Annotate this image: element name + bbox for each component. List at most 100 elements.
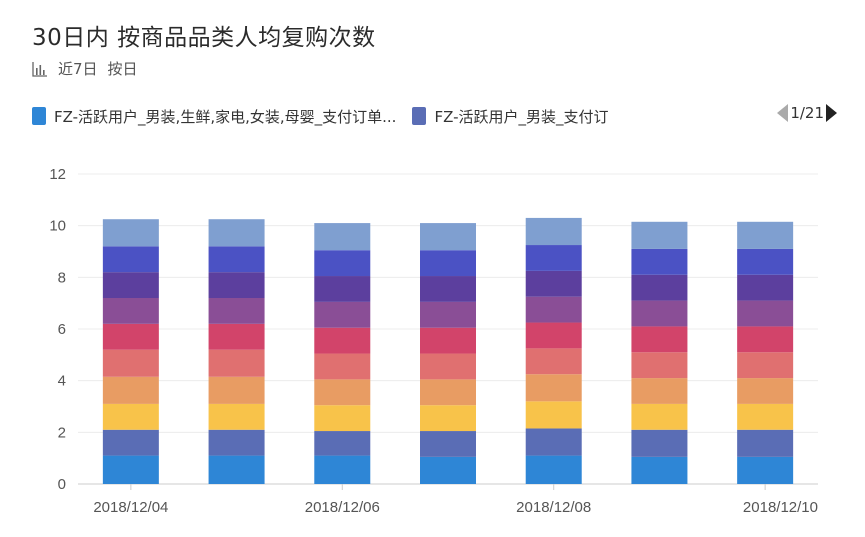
date-range-label[interactable]: 近7日	[58, 60, 98, 78]
bar-segment-2-2018/12/10[interactable]	[737, 403, 794, 430]
bar-segment-8-2018/12/05[interactable]	[208, 246, 265, 273]
bar-segment-3-2018/12/07[interactable]	[420, 379, 476, 406]
bar-segment-3-2018/12/06[interactable]	[314, 379, 371, 406]
bar-stack-2018/12/10[interactable]	[737, 221, 794, 484]
x-tick-label-2018/12/10: 2018/12/10	[743, 499, 818, 516]
legend-swatch-1	[412, 107, 427, 125]
y-tick-label-6: 6	[58, 321, 66, 338]
legend-swatch-0	[32, 107, 46, 125]
bar-segment-9-2018/12/08[interactable]	[525, 217, 582, 246]
bar-segment-4-2018/12/06[interactable]	[314, 353, 371, 380]
bar-segment-9-2018/12/04[interactable]	[102, 219, 159, 247]
bar-stack-2018/12/04[interactable]	[102, 219, 159, 484]
bar-segment-6-2018/12/04[interactable]	[102, 298, 159, 324]
bar-segment-5-2018/12/06[interactable]	[314, 327, 371, 354]
bar-segment-2-2018/12/07[interactable]	[420, 405, 476, 432]
y-axis: 0 2 4 6 8 10 12	[49, 166, 66, 493]
bar-segment-3-2018/12/04[interactable]	[102, 376, 159, 404]
y-tick-label-12: 12	[49, 166, 66, 183]
bar-segment-3-2018/12/09[interactable]	[631, 378, 688, 404]
bar-segment-1-2018/12/09[interactable]	[631, 429, 688, 457]
bar-segment-0-2018/12/04[interactable]	[102, 455, 159, 484]
bar-segment-7-2018/12/06[interactable]	[314, 276, 371, 302]
bar-stack-2018/12/06[interactable]	[314, 223, 371, 484]
y-tick-label-10: 10	[49, 218, 66, 235]
y-tick-label-2: 2	[58, 424, 66, 441]
bar-segment-0-2018/12/09[interactable]	[631, 456, 688, 484]
bar-segment-9-2018/12/07[interactable]	[420, 223, 476, 251]
bar-segment-0-2018/12/10[interactable]	[737, 456, 794, 484]
bar-segment-1-2018/12/05[interactable]	[208, 429, 265, 456]
bar-segment-4-2018/12/04[interactable]	[102, 349, 159, 377]
bar-segment-6-2018/12/05[interactable]	[208, 298, 265, 324]
bar-segment-5-2018/12/08[interactable]	[525, 322, 582, 349]
bar-segment-5-2018/12/10[interactable]	[737, 326, 794, 353]
bar-segment-3-2018/12/08[interactable]	[525, 374, 582, 402]
bar-segment-4-2018/12/10[interactable]	[737, 352, 794, 379]
bar-segment-4-2018/12/07[interactable]	[420, 353, 476, 380]
legend-page-indicator: 1/21	[790, 104, 824, 122]
bar-segment-8-2018/12/07[interactable]	[420, 250, 476, 277]
bar-segment-5-2018/12/04[interactable]	[102, 323, 159, 350]
bar-segment-2-2018/12/05[interactable]	[208, 403, 265, 430]
bar-segment-2-2018/12/09[interactable]	[631, 403, 688, 430]
bar-segment-9-2018/12/05[interactable]	[208, 219, 265, 247]
bar-segment-1-2018/12/10[interactable]	[737, 429, 794, 457]
bar-chart-icon[interactable]	[32, 61, 48, 77]
bar-segment-0-2018/12/07[interactable]	[420, 456, 476, 484]
bar-segment-4-2018/12/09[interactable]	[631, 352, 688, 379]
bar-segment-9-2018/12/09[interactable]	[631, 221, 688, 249]
bar-segment-4-2018/12/05[interactable]	[208, 349, 265, 377]
bar-stack-2018/12/05[interactable]	[208, 219, 265, 484]
legend-item-1[interactable]: FZ-活跃用户_男装_支付订	[412, 106, 609, 127]
bar-segment-3-2018/12/05[interactable]	[208, 376, 265, 404]
bar-segment-5-2018/12/07[interactable]	[420, 327, 476, 354]
bar-segment-1-2018/12/07[interactable]	[420, 431, 476, 457]
bar-segment-9-2018/12/10[interactable]	[737, 221, 794, 249]
legend-pager: 1/21	[777, 104, 837, 122]
bar-segment-7-2018/12/07[interactable]	[420, 276, 476, 302]
bar-stack-2018/12/07[interactable]	[420, 223, 476, 484]
bar-segment-7-2018/12/10[interactable]	[737, 274, 794, 301]
y-tick-label-0: 0	[58, 476, 66, 493]
bar-segment-4-2018/12/08[interactable]	[525, 348, 582, 375]
legend-next-arrow-icon[interactable]	[826, 104, 837, 122]
bar-segment-3-2018/12/10[interactable]	[737, 378, 794, 404]
bar-segment-7-2018/12/08[interactable]	[525, 270, 582, 297]
bar-segment-2-2018/12/06[interactable]	[314, 405, 371, 432]
legend-prev-arrow-icon[interactable]	[777, 104, 789, 122]
bar-segment-0-2018/12/06[interactable]	[314, 455, 371, 484]
bar-segment-0-2018/12/05[interactable]	[208, 455, 265, 484]
bars	[102, 217, 794, 484]
bar-segment-5-2018/12/05[interactable]	[208, 323, 265, 350]
granularity-label[interactable]: 按日	[107, 60, 138, 78]
bar-segment-6-2018/12/09[interactable]	[631, 300, 688, 327]
bar-segment-1-2018/12/08[interactable]	[525, 428, 582, 456]
bar-segment-2-2018/12/04[interactable]	[102, 403, 159, 430]
bar-segment-8-2018/12/06[interactable]	[314, 250, 371, 277]
bar-segment-7-2018/12/05[interactable]	[208, 272, 265, 298]
bar-segment-7-2018/12/04[interactable]	[102, 272, 159, 298]
bar-segment-6-2018/12/06[interactable]	[314, 301, 371, 328]
x-tick-label-2018/12/06: 2018/12/06	[305, 499, 380, 516]
bar-segment-9-2018/12/06[interactable]	[314, 223, 371, 251]
bar-segment-7-2018/12/09[interactable]	[631, 274, 688, 301]
bar-segment-1-2018/12/04[interactable]	[102, 429, 159, 456]
bar-segment-6-2018/12/07[interactable]	[420, 301, 476, 328]
bar-segment-8-2018/12/10[interactable]	[737, 248, 794, 275]
chart-title: 30日内 按商品品类人均复购次数	[32, 25, 376, 51]
bar-segment-8-2018/12/04[interactable]	[102, 246, 159, 273]
bar-segment-6-2018/12/08[interactable]	[525, 296, 582, 323]
legend-label-0: FZ-活跃用户_男装,生鲜,家电,女装,母婴_支付订单...	[54, 107, 397, 126]
bar-segment-5-2018/12/09[interactable]	[631, 326, 688, 353]
legend-item-0[interactable]: FZ-活跃用户_男装,生鲜,家电,女装,母婴_支付订单...	[32, 106, 396, 127]
bar-segment-8-2018/12/08[interactable]	[525, 245, 582, 271]
bar-segment-6-2018/12/10[interactable]	[737, 300, 794, 327]
bar-segment-8-2018/12/09[interactable]	[631, 248, 688, 275]
bar-stack-2018/12/08[interactable]	[525, 217, 582, 484]
bar-segment-2-2018/12/08[interactable]	[525, 401, 582, 429]
bar-segment-0-2018/12/08[interactable]	[525, 455, 582, 484]
bar-segment-1-2018/12/06[interactable]	[314, 431, 371, 456]
bar-stack-2018/12/09[interactable]	[631, 221, 688, 484]
